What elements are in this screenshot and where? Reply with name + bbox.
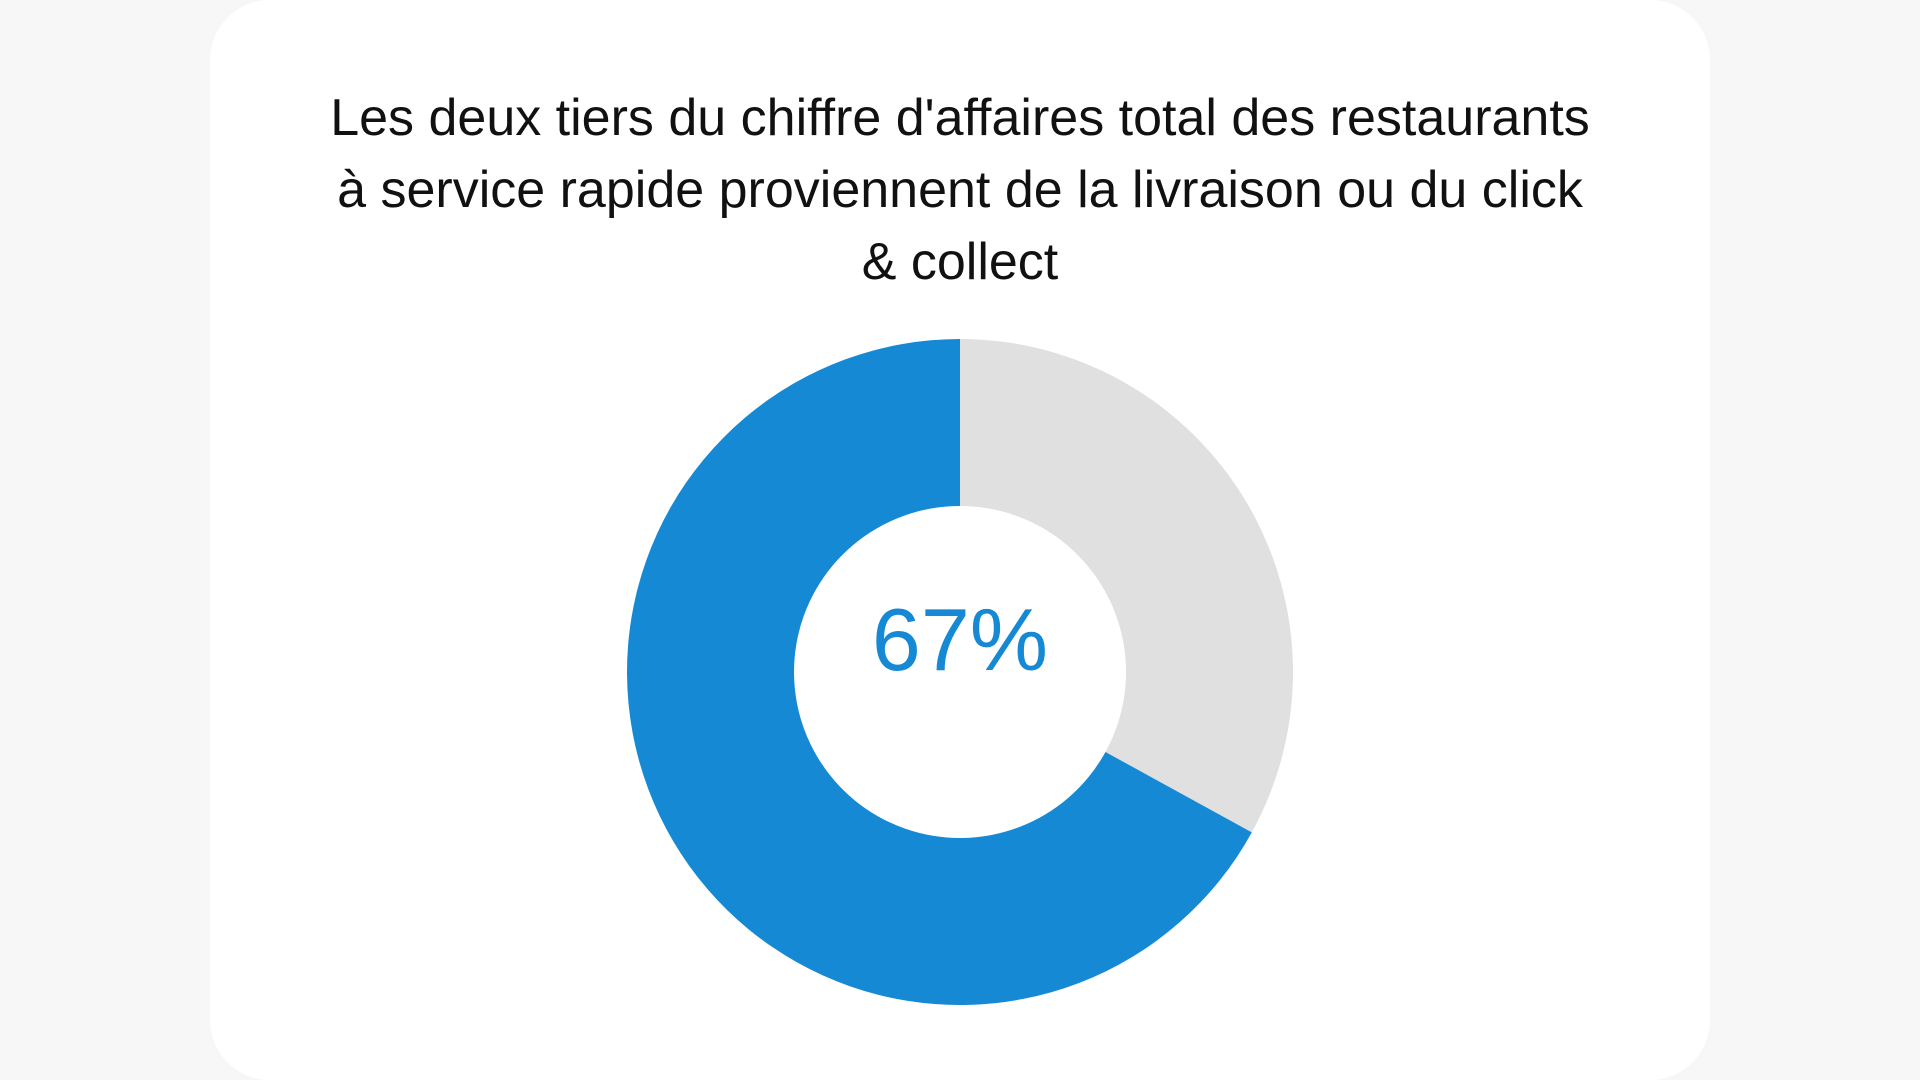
- donut-slice-remainder: [960, 339, 1293, 833]
- center-value-label: 67%: [872, 590, 1048, 689]
- donut-slice-main: [627, 339, 1252, 1005]
- donut-slices: [627, 339, 1293, 1005]
- chart-title: Les deux tiers du chiffre d'affaires tot…: [330, 89, 1590, 291]
